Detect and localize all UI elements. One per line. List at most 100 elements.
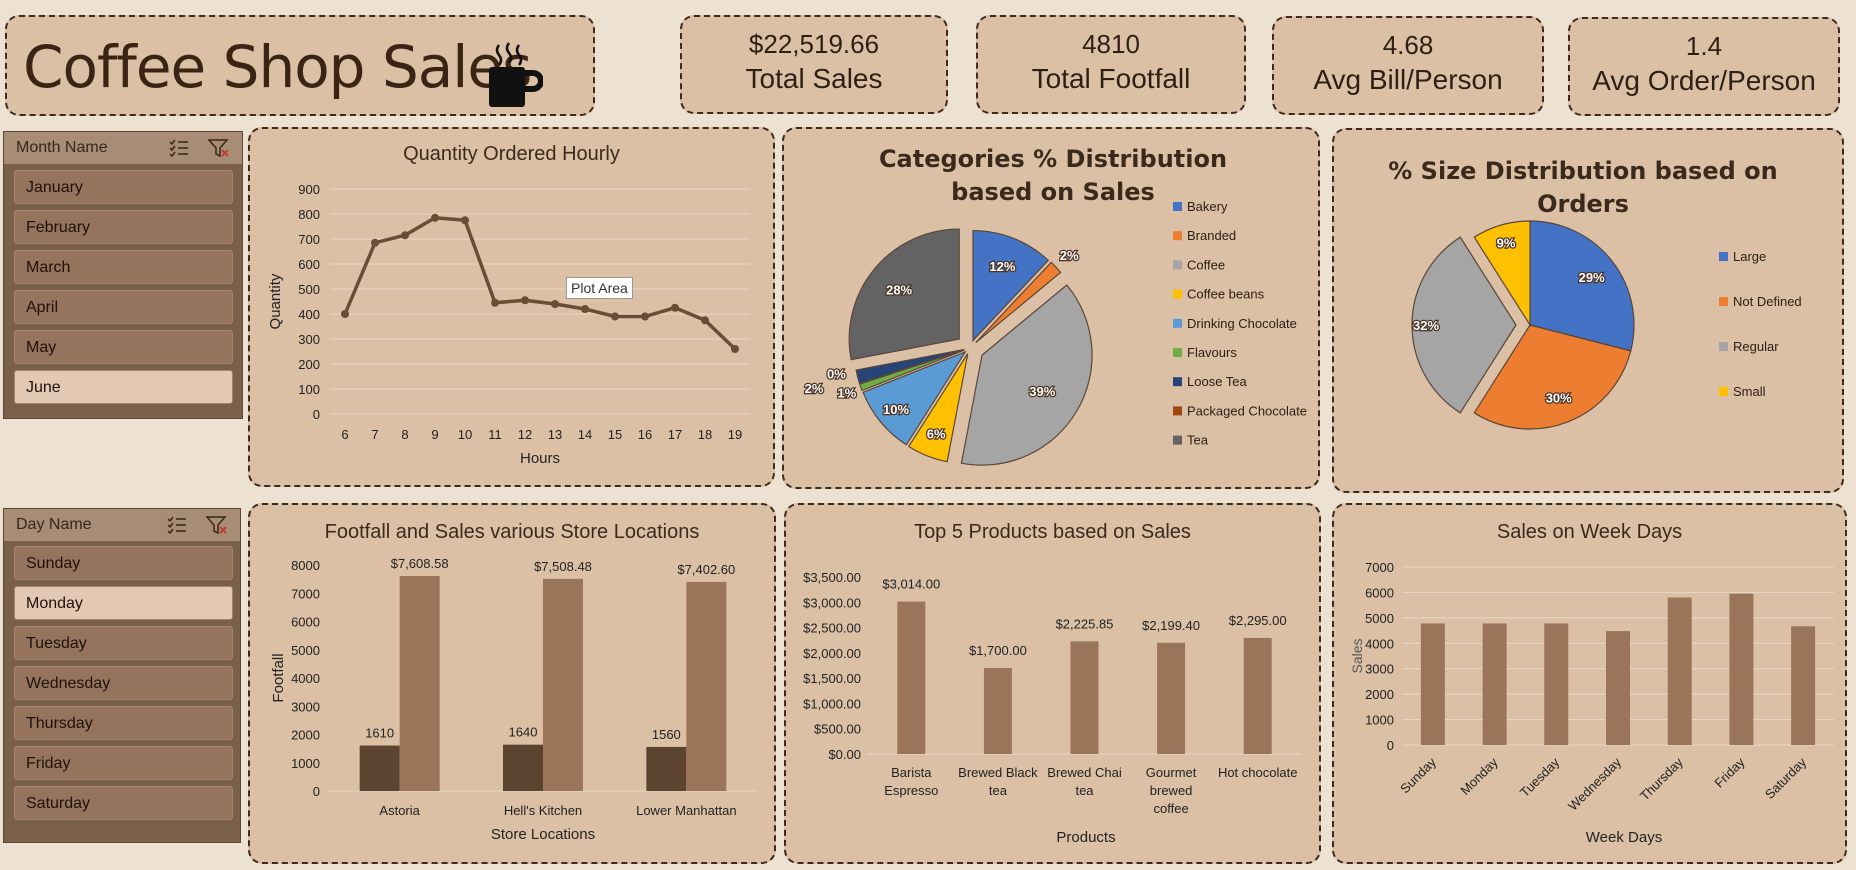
x-tick-label: Thursday [1637,754,1686,803]
x-tick-label: tea [1075,783,1094,798]
bar [503,744,543,791]
bar-data-label: $7,508.48 [534,559,592,574]
slicer-item-wednesday[interactable]: Wednesday [14,666,233,700]
slicer-item-march[interactable]: March [14,250,233,284]
slicer-item-april[interactable]: April [14,290,233,324]
y-tick-label: 200 [298,357,320,372]
kpi-label: Total Sales [745,63,883,94]
y-tick-label: $2,500.00 [803,621,861,636]
legend-label: Tea [1187,433,1209,448]
slicer-item-june[interactable]: June [14,370,233,404]
pie-data-label: 9% [1497,235,1516,250]
kpi-value: $22,519.66 [748,29,880,59]
x-tick-label: 13 [548,427,562,442]
y-tick-label: 900 [298,182,320,197]
slicer-title: Month Name [16,139,108,156]
bar [1729,593,1754,745]
y-tick-label: $1,000.00 [803,696,861,711]
x-tick-label: Brewed Black [958,765,1038,780]
slicer-item-january[interactable]: January [14,170,233,204]
y-tick-label: $2,000.00 [803,646,861,661]
pie-data-label: 2% [805,381,824,396]
hourly-quantity-card: Quantity Ordered Hourly 0 100 200 300 400 500… [248,127,775,487]
plot-area-tooltip: Plot Area [566,277,633,299]
y-tick-label: 1000 [291,756,320,771]
pie-slice-coffee-beans [908,353,969,463]
y-tick-label: 0 [1387,738,1394,753]
slicer-item-tuesday[interactable]: Tuesday [14,626,233,660]
x-tick-label: 17 [668,427,682,442]
quantity-point [341,310,349,318]
y-axis-label: Quantity [267,273,284,329]
bar-data-label: $2,225.85 [1056,616,1114,631]
month-slicer: Month Name January February March April May J… [3,131,243,419]
slicer-item-february[interactable]: February [14,210,233,244]
legend-swatch [1719,252,1728,261]
legend-label: Bakery [1187,199,1228,214]
bar [646,746,687,791]
x-tick-label: Espresso [884,783,938,798]
y-tick-label: 0 [313,407,320,422]
quantity-point [641,312,649,321]
store-locations-chart: 0 1000 2000 3000 4000 5000 6000 7000 8000 1610 $7,… [270,556,758,843]
pie-slice-drinking-chocolate [862,350,967,446]
clear-filter-icon[interactable] [208,138,230,158]
y-tick-label: $3,500.00 [803,570,861,585]
x-tick-label: Gourmet [1146,765,1197,780]
x-tick-label: 6 [341,427,348,442]
y-tick-label: 300 [298,332,320,347]
categories-pie-chart: 12%2%39%6%10%1%2%0%28%BakeryBrandedCoffe… [803,199,1307,466]
x-tick-label: 16 [638,427,652,442]
kpi-total-footfall: 4810 Total Footfall [976,15,1246,114]
size-pie-chart: 29% 30% 32% 9% Large Not Defined Regular Small [1411,220,1802,430]
quantity-point [551,300,559,308]
bar [1544,623,1569,745]
x-tick-label: 19 [728,427,742,442]
slicer-header: Day Name [4,509,240,541]
bar-data-label: $3,014.00 [882,577,940,592]
legend-label: Regular [1733,339,1779,354]
x-tick-label: Monday [1457,754,1501,798]
x-tick-label: 18 [698,427,712,442]
chart-title: % Size Distribution based on Orders [1388,157,1778,218]
kpi-avg-order: 1.4 Avg Order/Person [1568,17,1840,116]
bar [1157,642,1186,754]
legend-swatch [1173,318,1182,328]
slicer-item-friday[interactable]: Friday [14,746,233,780]
pie-slice-large [1529,220,1635,352]
y-tick-label: 100 [298,382,320,397]
bar-data-label: 1640 [509,725,538,740]
slicer-item-may[interactable]: May [14,330,233,364]
kpi-label: Total Footfall [1031,63,1191,94]
multi-select-icon[interactable] [166,515,188,535]
x-tick-label: tea [989,783,1008,798]
clear-filter-icon[interactable] [206,515,228,535]
quantity-point [521,296,529,305]
slicer-item-monday[interactable]: Monday [14,586,233,620]
y-tick-label: 6000 [1365,585,1394,600]
kpi-label: Avg Order/Person [1592,65,1816,96]
x-tick-label: 15 [608,427,622,442]
bar-data-label: $2,199.40 [1142,618,1200,633]
slicer-item-saturday[interactable]: Saturday [14,786,233,820]
kpi-avg-bill: 4.68 Avg Bill/Person [1272,16,1544,115]
bar [1606,631,1630,745]
bar [686,581,727,791]
slicer-item-sunday[interactable]: Sunday [14,546,233,580]
y-tick-label: 4000 [291,671,320,686]
bar-data-label: $7,402.60 [677,562,735,577]
multi-select-icon[interactable] [168,138,190,158]
quantity-point [581,305,589,313]
x-tick-label: 7 [371,427,378,442]
slicer-item-thursday[interactable]: Thursday [14,706,233,740]
bar [399,576,440,791]
size-pie-card: % Size Distribution based on Orders 29% 3… [1332,128,1844,493]
pie-data-label: 0% [827,366,846,381]
y-tick-label: 1000 [1365,713,1394,728]
quantity-point [461,216,469,225]
y-tick-label: 800 [298,207,320,222]
legend-swatch [1173,435,1182,445]
legend-label: Coffee beans [1187,287,1265,302]
x-tick-label: Hell's Kitchen [504,803,582,818]
bar [1070,641,1099,754]
